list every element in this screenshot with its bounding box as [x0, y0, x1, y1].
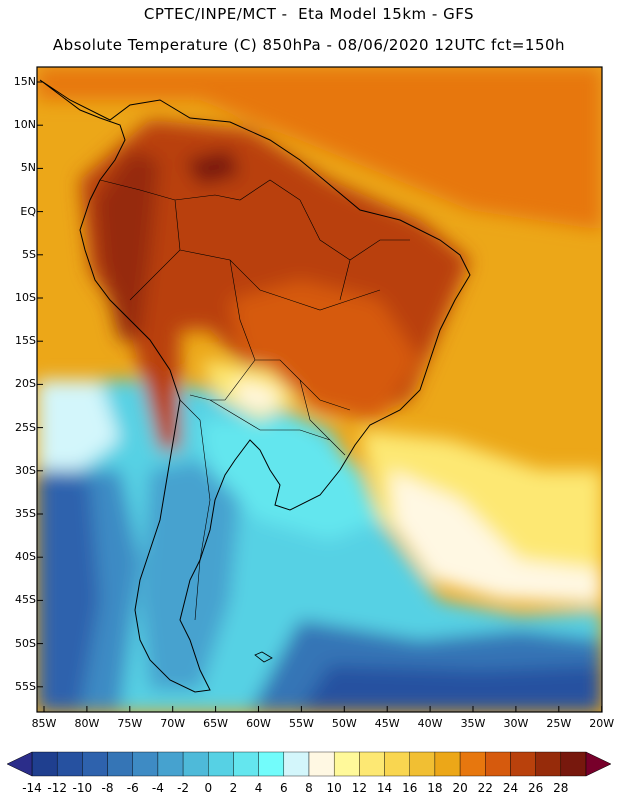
- colorbar-swatch: [233, 751, 259, 777]
- field-south-blue-deep: [37, 470, 100, 712]
- colorbar-label: -10: [72, 781, 93, 795]
- colorbar-swatch: [459, 751, 486, 777]
- lat-ticks: [37, 81, 43, 688]
- field-south-east-deep: [300, 665, 602, 712]
- lon-label: 80W: [74, 717, 100, 730]
- field-chaco-cream: [235, 380, 280, 412]
- colorbar-swatch: [107, 751, 133, 777]
- colorbar-label: -6: [126, 781, 139, 795]
- colorbar-swatch: [56, 751, 83, 777]
- chart-title-line1: CPTEC/INPE/MCT - Eta Model 15km - GFS: [143, 5, 475, 23]
- colorbar-label: -4: [151, 781, 164, 795]
- colorbar-label: 10: [326, 781, 342, 795]
- colorbar-label: 8: [305, 781, 313, 795]
- field-venezuela-hot: [185, 150, 240, 185]
- lat-label: 45S: [15, 593, 36, 607]
- colorbar-label: 28: [553, 781, 569, 795]
- lat-label: 5S: [22, 247, 36, 261]
- colorbar-label: -12: [47, 781, 67, 795]
- lat-label: 25S: [15, 420, 36, 434]
- field-patagonia-cool: [140, 460, 240, 690]
- lat-label: 40S: [15, 550, 36, 564]
- colorbar-label: -2: [177, 781, 190, 795]
- colorbar-swatch: [182, 751, 209, 777]
- colorbar-swatch: [560, 751, 587, 777]
- lon-label: 60W: [246, 717, 271, 730]
- field-atlantic-yellow: [360, 430, 602, 600]
- lat-label: 15S: [15, 334, 36, 348]
- colorbar-swatch: [258, 751, 285, 777]
- field-andes-hot: [95, 150, 160, 340]
- colorbar: [6, 751, 612, 777]
- colorbar-label: 14: [376, 781, 393, 795]
- colorbar-swatch: [359, 751, 385, 777]
- lat-label: 15N: [13, 75, 36, 88]
- colorbar-swatch: [434, 751, 461, 777]
- colorbar-label: 2: [229, 781, 238, 795]
- colorbar-swatch: [308, 751, 335, 777]
- lon-label: 70W: [160, 717, 186, 730]
- lon-label: 45W: [374, 717, 400, 730]
- field-pacific-light: [37, 380, 120, 470]
- lon-label: 75W: [117, 717, 143, 730]
- lon-label: 40W: [417, 717, 443, 730]
- colorbar-swatch: [485, 751, 511, 777]
- lat-label: EQ: [20, 204, 36, 218]
- colorbar-swatch: [82, 751, 108, 777]
- colorbar-swatch: [510, 751, 536, 777]
- lon-label: 50W: [331, 717, 357, 730]
- colorbar-label: 18: [427, 781, 443, 795]
- field-south-cyan-light: [200, 420, 380, 540]
- field-atlantic-cream: [390, 470, 602, 605]
- colorbar-under-arrow: [6, 751, 33, 777]
- country-borders: [99, 179, 410, 621]
- colorbar-label: 26: [527, 781, 544, 795]
- lat-label: 10N: [13, 118, 36, 132]
- lat-label: 55S: [15, 679, 36, 693]
- colorbar-swatch: [208, 751, 234, 777]
- colorbar-label: 6: [279, 781, 288, 795]
- colorbar-label: 12: [351, 781, 367, 795]
- colorbar-label: 20: [452, 781, 468, 795]
- falkland-islands: [254, 651, 273, 663]
- colorbar-over-arrow: [585, 751, 612, 777]
- colorbar-label: 22: [477, 781, 493, 795]
- colorbar-swatch: [384, 751, 410, 777]
- chart-title-line2: Absolute Temperature (C) 850hPa - 08/06/…: [52, 36, 566, 54]
- lon-label: 55W: [288, 717, 314, 730]
- lon-label: 35W: [460, 717, 486, 730]
- field-continent-orange: [230, 280, 420, 420]
- lat-label: 30S: [15, 463, 36, 477]
- colorbar-label: 16: [402, 781, 418, 795]
- colorbar-swatch: [31, 751, 58, 777]
- lon-label: 85W: [31, 717, 57, 730]
- lat-label: 35S: [15, 507, 36, 520]
- lon-label: 65W: [203, 717, 229, 730]
- colorbar-swatch: [409, 751, 436, 777]
- lat-label: 10S: [15, 291, 36, 304]
- lon-label: 20W: [589, 717, 615, 730]
- colorbar-swatch: [283, 751, 310, 777]
- lat-label: 20S: [15, 377, 36, 391]
- colorbar-swatch: [333, 751, 360, 777]
- colorbar-label: 0: [204, 781, 213, 795]
- lon-label: 30W: [503, 717, 529, 730]
- colorbar-swatch: [535, 751, 562, 777]
- lat-label: 50S: [15, 636, 36, 650]
- colorbar-label: -8: [101, 781, 114, 795]
- colorbar-label: 24: [502, 781, 519, 795]
- colorbar-swatch: [157, 751, 184, 777]
- colorbar-label: 4: [254, 781, 263, 795]
- lon-label: 25W: [546, 717, 572, 730]
- colorbar-label: -14: [22, 781, 42, 795]
- colorbar-swatch: [132, 751, 159, 777]
- lon-ticks: [43, 706, 603, 712]
- lat-label: 5N: [20, 161, 36, 175]
- field-north-orange: [37, 67, 602, 230]
- plot-frame: [36, 66, 603, 713]
